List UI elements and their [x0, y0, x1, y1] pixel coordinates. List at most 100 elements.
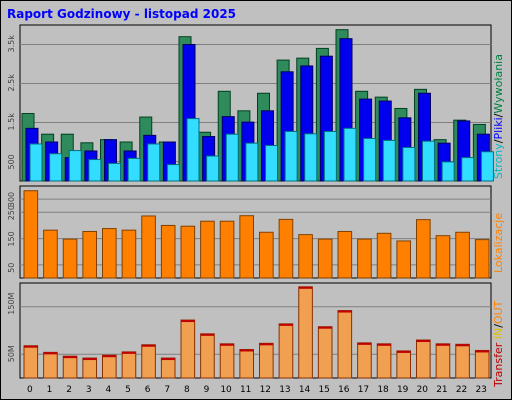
- y-tick-label: 150M: [7, 292, 16, 314]
- x-tick-label: 8: [184, 385, 190, 395]
- x-tick-label: 1: [47, 385, 53, 395]
- bar-strony-0: [29, 143, 43, 182]
- bar-transfer-1: [43, 351, 58, 379]
- bar-strony-3: [88, 159, 102, 182]
- right-label-in: IN: [492, 328, 505, 339]
- bars-transfer: [23, 286, 490, 379]
- bar-transfer-4: [102, 354, 117, 379]
- plot-area-transfer: [19, 282, 492, 379]
- bar-locations-10: [219, 220, 235, 279]
- bar-strony-12: [265, 145, 278, 182]
- x-tick-label: 17: [358, 385, 369, 395]
- right-label-sep3: /: [492, 324, 505, 328]
- x-tick-label: 21: [436, 385, 447, 395]
- bar-transfer-9: [200, 333, 215, 379]
- x-tick-label: 5: [125, 385, 131, 395]
- x-tick-label: 7: [164, 385, 170, 395]
- right-label-pages: Strony: [492, 143, 505, 179]
- right-label-transfer: Transfer IN/OUT: [492, 300, 505, 388]
- bar-transfer-0: [23, 345, 39, 379]
- y-tick-label: 1.5k: [7, 113, 16, 131]
- bar-locations-3: [82, 230, 97, 279]
- bar-transfer-22: [455, 343, 470, 379]
- bar-transfer-3: [82, 357, 97, 379]
- bar-strony-14: [304, 133, 318, 182]
- bar-transfer-10: [219, 343, 235, 379]
- bar-locations-22: [455, 231, 470, 279]
- bar-locations-9: [200, 220, 215, 279]
- x-tick-label: 10: [220, 385, 232, 395]
- bar-transfer-18: [376, 343, 392, 379]
- x-tick-label: 15: [318, 385, 329, 395]
- x-tick-label: 12: [260, 385, 271, 395]
- x-tick-label: 2: [66, 385, 72, 395]
- bar-locations-11: [239, 215, 254, 279]
- x-tick-label: 9: [204, 385, 210, 395]
- bar-locations-16: [337, 230, 353, 279]
- x-tick-label: 18: [377, 385, 389, 395]
- bar-transfer-2: [62, 355, 78, 379]
- y-tick-label: 50: [7, 263, 16, 273]
- bar-transfer-19: [396, 350, 411, 379]
- bar-strony-17: [363, 137, 377, 182]
- bar-strony-15: [323, 130, 337, 182]
- bar-locations-1: [43, 229, 58, 279]
- plot-area-locations: [19, 185, 492, 279]
- x-tick-label: 11: [240, 385, 251, 395]
- bar-strony-11: [245, 142, 259, 182]
- bar-transfer-7: [160, 357, 176, 379]
- bar-strony-22: [461, 157, 475, 182]
- bar-transfer-20: [416, 339, 431, 379]
- bar-locations-2: [62, 238, 78, 279]
- right-label-files: Pliki: [492, 117, 505, 139]
- right-label-transfer-word: Transfer: [492, 342, 505, 388]
- right-label-hits: Strony/Pliki/Wywołania: [492, 54, 505, 179]
- y-tick-label: 250: [7, 205, 16, 220]
- y-tick-label: 2.5k: [7, 74, 16, 92]
- bar-transfer-21: [435, 343, 451, 379]
- bar-locations-13: [278, 218, 294, 279]
- y-axis-transfer: 50M 150M: [7, 292, 16, 362]
- bar-transfer-5: [121, 351, 137, 379]
- bar-transfer-23: [474, 349, 490, 379]
- right-label-sep1: /: [492, 139, 505, 143]
- bar-strony-6: [147, 143, 161, 182]
- bar-strony-5: [127, 157, 141, 182]
- y-tick-label: 300: [7, 192, 16, 207]
- right-label-out: OUT: [492, 300, 505, 324]
- bar-transfer-17: [357, 342, 372, 379]
- bar-transfer-15: [317, 326, 333, 379]
- x-tick-label: 19: [397, 385, 409, 395]
- bar-locations-0: [23, 190, 39, 279]
- bar-locations-7: [160, 224, 176, 279]
- bars-locations: [23, 190, 490, 279]
- bar-transfer-11: [239, 349, 254, 379]
- x-tick-label: 3: [86, 385, 92, 395]
- bar-strony-16: [343, 127, 357, 182]
- panel-transfer: 50M 150M Transfer IN/OUT: [7, 282, 505, 388]
- right-label-locations-word: Lokalizacje: [492, 213, 505, 273]
- bar-locations-19: [396, 240, 411, 279]
- bar-locations-21: [435, 235, 451, 279]
- bar-locations-17: [357, 238, 372, 279]
- right-label-locations: Lokalizacje: [492, 213, 505, 273]
- bar-strony-20: [422, 140, 435, 182]
- bar-transfer-6: [141, 344, 156, 379]
- bar-locations-23: [474, 239, 490, 279]
- x-tick-label: 14: [299, 385, 311, 395]
- bar-strony-7: [166, 164, 180, 182]
- bar-strony-4: [108, 162, 121, 182]
- bar-strony-9: [206, 155, 220, 182]
- y-tick-label: 500: [7, 154, 16, 169]
- bar-strony-2: [68, 150, 82, 182]
- right-label-hits-word: Wywołania: [492, 54, 505, 114]
- x-tick-label: 16: [338, 385, 350, 395]
- bar-transfer-8: [180, 319, 196, 379]
- x-axis-hours: 0 1 2 3 4 5 6 7 8 9 10 11 12 13 14 15 16 17 18 19 20 21 22 23: [27, 385, 487, 395]
- bar-strony-21: [441, 161, 455, 182]
- bar-transfer-14: [298, 286, 313, 379]
- bar-transfer-13: [278, 323, 294, 379]
- report-title: Raport Godzinowy - listopad 2025: [7, 7, 236, 21]
